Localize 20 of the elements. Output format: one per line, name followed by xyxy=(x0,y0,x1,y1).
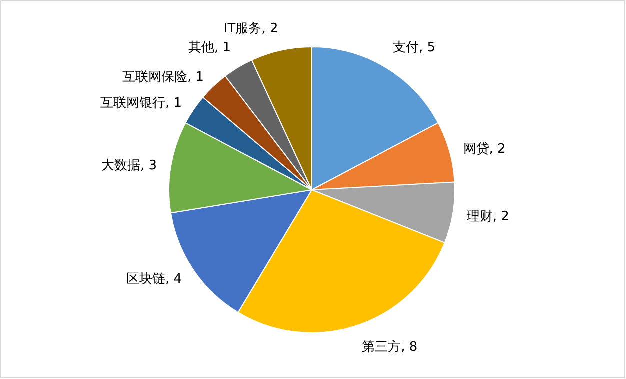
slice-label: 互联网保险 xyxy=(122,70,188,86)
slice-label: 第三方 xyxy=(362,338,402,355)
data-label: , 1 xyxy=(166,96,182,111)
data-label: , 1 xyxy=(214,40,232,56)
slice-label: 支付 xyxy=(392,40,419,56)
data-label: , 3 xyxy=(140,158,158,174)
slice-label: IT服务 xyxy=(224,22,262,37)
slice-label: 互联网银行 xyxy=(100,96,166,111)
data-label: , 5 xyxy=(418,40,436,56)
slice-label: 其他 xyxy=(188,40,215,56)
data-label: , 8 xyxy=(401,340,418,355)
slice-label: 区块链 xyxy=(126,272,166,288)
slice-label: 理财 xyxy=(466,209,493,224)
data-label: , 2 xyxy=(262,22,278,37)
slice-label: 大数据 xyxy=(102,158,141,174)
data-label: , 4 xyxy=(166,272,182,288)
data-label: , 1 xyxy=(187,70,204,86)
data-label: , 2 xyxy=(492,209,510,224)
slice-label: 网贷 xyxy=(463,142,490,157)
data-label: , 2 xyxy=(489,142,506,157)
